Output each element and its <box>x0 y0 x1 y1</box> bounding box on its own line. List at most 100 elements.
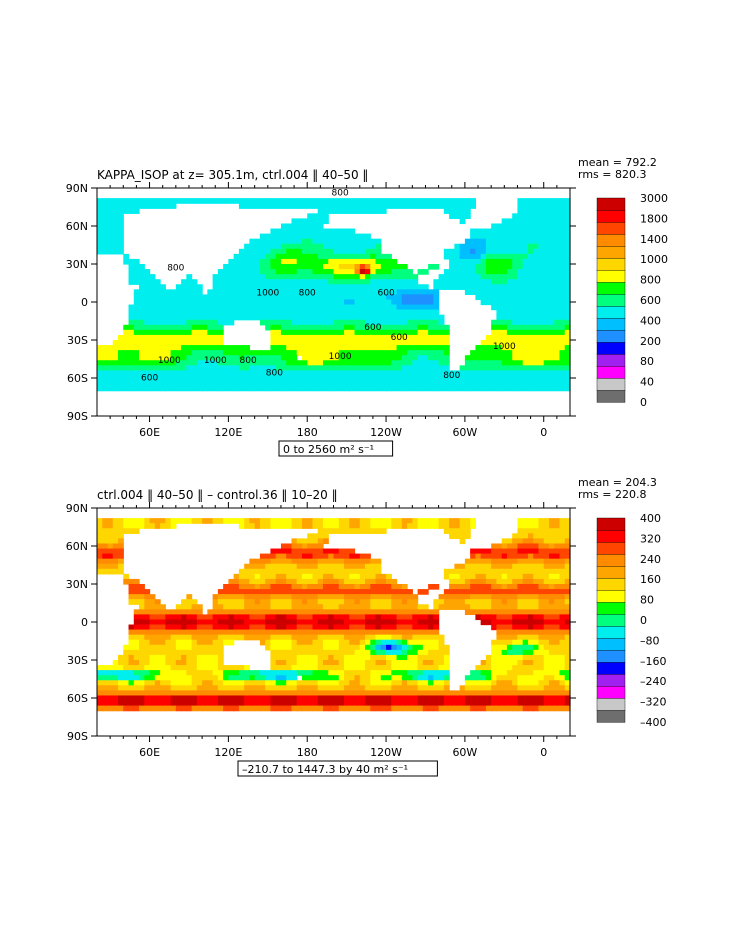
field-cell <box>196 314 203 321</box>
field-cell <box>407 294 413 301</box>
field-cell <box>265 269 272 275</box>
field-cell <box>249 609 256 615</box>
field-cell <box>517 213 524 219</box>
field-cell <box>291 355 298 361</box>
field-cell <box>154 690 161 697</box>
field-cell <box>454 385 461 392</box>
field-cell <box>386 523 392 529</box>
field-cell <box>501 690 508 697</box>
field-cell <box>238 289 245 295</box>
field-cell <box>491 624 498 631</box>
field-cell <box>459 198 466 204</box>
field-cell <box>265 670 272 676</box>
field-cell <box>254 269 261 275</box>
field-cell <box>212 289 219 295</box>
field-cell <box>181 289 187 295</box>
field-cell <box>485 355 492 361</box>
field-cell <box>527 629 534 636</box>
field-cell <box>459 385 466 392</box>
field-cell <box>396 523 403 529</box>
field-cell <box>527 624 534 631</box>
field-cell <box>270 319 277 326</box>
field-cell <box>380 324 387 331</box>
field-cell <box>543 289 550 295</box>
field-cell <box>391 690 398 697</box>
field-cell <box>564 329 571 336</box>
field-cell <box>338 355 345 361</box>
field-cell <box>386 365 392 371</box>
field-cell <box>307 594 314 600</box>
field-cell <box>564 360 571 366</box>
field-cell <box>428 675 434 681</box>
field-cell <box>412 274 419 280</box>
field-cell <box>485 238 492 245</box>
field-cell <box>275 599 282 605</box>
field-cell <box>191 660 198 666</box>
field-cell <box>391 314 398 321</box>
field-cell <box>118 675 124 681</box>
field-cell <box>149 599 156 605</box>
field-cell <box>228 304 235 311</box>
field-cell <box>112 538 119 545</box>
field-cell <box>128 680 135 686</box>
field-cell <box>517 563 524 570</box>
field-cell <box>301 319 308 326</box>
field-cell <box>496 609 503 615</box>
field-cell <box>559 324 566 331</box>
field-cell <box>233 584 240 590</box>
field-cell <box>375 299 382 306</box>
field-cell <box>480 360 487 366</box>
field-cell <box>212 644 219 651</box>
field-cell <box>307 334 314 341</box>
field-cell <box>286 639 293 646</box>
field-cell <box>322 680 329 686</box>
field-cell <box>349 380 356 387</box>
field-cell <box>380 375 387 382</box>
field-cell <box>280 228 287 235</box>
field-cell <box>506 578 513 585</box>
field-cell <box>428 309 434 316</box>
field-cell <box>223 690 229 697</box>
field-cell <box>496 355 503 361</box>
field-cell <box>391 680 398 686</box>
field-cell <box>480 294 487 301</box>
field-cell <box>375 274 382 280</box>
field-cell <box>301 284 308 290</box>
field-cell <box>97 345 103 351</box>
field-cell <box>270 365 277 371</box>
field-cell <box>554 248 561 255</box>
field-cell <box>259 360 266 366</box>
field-cell <box>291 218 298 225</box>
field-cell <box>307 203 314 209</box>
field-cell <box>543 208 550 214</box>
field-cell <box>548 329 555 336</box>
field-cell <box>512 223 519 230</box>
field-cell <box>149 385 156 392</box>
field-cell <box>312 233 319 240</box>
field-cell <box>522 528 529 534</box>
field-cell <box>501 334 508 341</box>
field-cell <box>396 599 403 605</box>
field-cell <box>527 670 534 676</box>
field-cell <box>396 680 403 686</box>
field-cell <box>433 599 440 605</box>
field-cell <box>186 609 193 615</box>
field-cell <box>407 340 413 346</box>
field-cell <box>375 319 382 326</box>
field-cell <box>107 360 114 366</box>
field-cell <box>428 670 434 676</box>
field-cell <box>322 568 329 575</box>
field-cell <box>233 350 240 356</box>
field-cell <box>170 629 177 636</box>
field-cell <box>107 690 114 697</box>
field-cell <box>322 690 329 697</box>
field-cell <box>538 563 545 570</box>
field-cell <box>496 294 503 301</box>
field-cell <box>259 284 266 290</box>
field-cell <box>333 649 340 656</box>
field-cell <box>270 304 277 311</box>
field-cell <box>512 614 519 621</box>
field-cell <box>286 518 293 524</box>
field-cell <box>365 624 371 631</box>
field-cell <box>249 675 256 681</box>
